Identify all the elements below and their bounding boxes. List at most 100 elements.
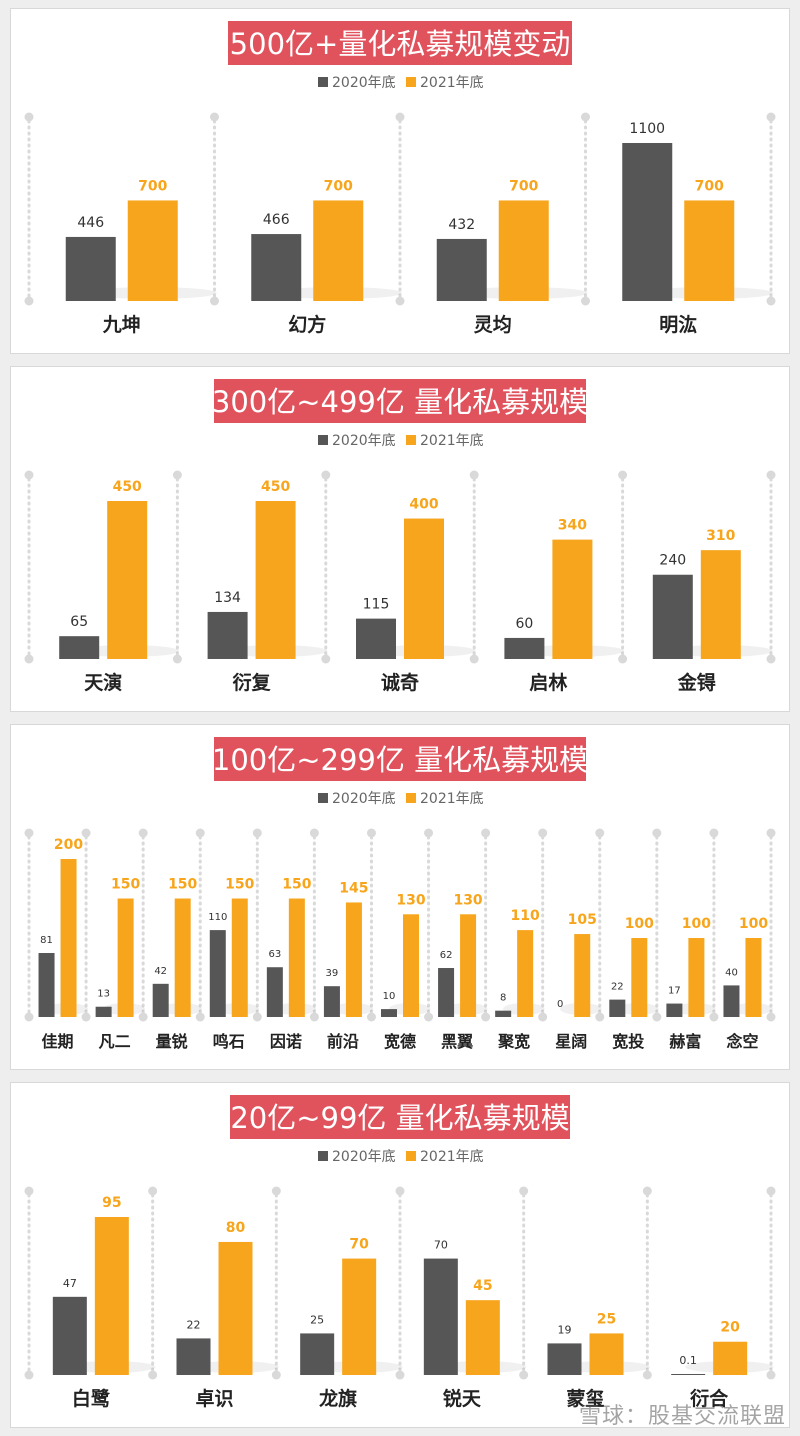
category-label: 幻方 xyxy=(288,313,326,336)
value-label-2021: 130 xyxy=(453,892,482,908)
divider-dot-bottom xyxy=(210,296,219,306)
category-label: 锐天 xyxy=(443,1387,482,1410)
value-label-2021: 400 xyxy=(409,497,438,513)
legend-label-2020: 2020年底 xyxy=(332,1149,396,1165)
value-label-2020: 25 xyxy=(310,1313,324,1326)
value-label-2020: 134 xyxy=(214,590,241,606)
legend-swatch-2021 xyxy=(406,1151,416,1161)
divider-dot-bottom xyxy=(172,654,182,664)
divider-dot-bottom xyxy=(519,1370,529,1380)
chart-title: 20亿~99亿 量化私募规模 xyxy=(230,1101,569,1135)
value-label-2020: 1100 xyxy=(629,121,665,137)
value-label-2021: 700 xyxy=(324,178,353,194)
bar-2020-宽投 xyxy=(609,999,626,1017)
divider-dot-bottom xyxy=(309,1012,319,1022)
bar-2021-衍合 xyxy=(713,1341,748,1375)
value-label-2021: 150 xyxy=(168,877,197,893)
category-label: 量锐 xyxy=(156,1032,188,1051)
divider-dot-top xyxy=(424,828,434,838)
divider-dot-top xyxy=(321,470,331,480)
bar-2020-卓识 xyxy=(176,1338,211,1375)
value-label-2021: 20 xyxy=(720,1320,740,1336)
divider-dot-top xyxy=(618,470,628,480)
bar-2020-衍合 xyxy=(671,1374,706,1375)
category-label: 明汯 xyxy=(659,314,697,336)
category-label: 龙旗 xyxy=(319,1387,357,1410)
value-label-2020: 70 xyxy=(434,1239,448,1252)
divider-dot-bottom xyxy=(424,1012,434,1022)
bar-2021-金锝 xyxy=(700,550,741,659)
divider-dot-top xyxy=(481,828,491,838)
value-label-2021: 450 xyxy=(113,479,142,495)
divider-dot-top xyxy=(138,828,148,838)
bar-2020-前沿 xyxy=(323,986,340,1017)
bar-2021-衍复 xyxy=(255,501,296,659)
chart-panel-2: 300亿~499亿 量化私募规模 2020年底 2021年底 65 450 天演 134 45… xyxy=(10,366,790,712)
divider-dot-top xyxy=(24,828,34,838)
legend-label-2020: 2020年底 xyxy=(332,433,396,449)
bar-2021-龙旗 xyxy=(342,1258,377,1375)
bar-2020-量锐 xyxy=(152,983,169,1017)
divider-dot-bottom xyxy=(766,654,776,664)
category-label: 启林 xyxy=(529,671,567,694)
legend-label-2021: 2021年底 xyxy=(420,75,484,91)
value-label-2021: 70 xyxy=(349,1237,369,1253)
divider-dot-top xyxy=(652,828,662,838)
category-label: 衍复 xyxy=(232,671,272,694)
value-label-2021: 700 xyxy=(509,178,538,194)
bar-2021-黑翼 xyxy=(460,914,477,1017)
divider-dot-top xyxy=(24,1186,34,1196)
bar-2021-九坤 xyxy=(127,200,178,301)
divider-dot-bottom xyxy=(138,1012,148,1022)
divider-dot-bottom xyxy=(395,296,405,306)
value-label-2021: 45 xyxy=(473,1278,492,1294)
category-label: 白鹭 xyxy=(72,1387,111,1410)
value-label-2021: 310 xyxy=(706,528,735,544)
divider-dot-top xyxy=(766,470,776,480)
value-label-2020: 40 xyxy=(725,967,738,978)
value-label-2020: 65 xyxy=(70,614,88,630)
legend-label-2021: 2021年底 xyxy=(420,433,484,449)
category-label: 因诺 xyxy=(270,1032,302,1051)
legend-swatch-2021 xyxy=(406,793,416,803)
chart-panel-1: 500亿+量化私募规模变动 2020年底 2021年底 446 700 九坤 466 700 幻… xyxy=(10,8,790,354)
divider-dot-bottom xyxy=(321,654,331,664)
divider-dot-bottom xyxy=(766,1370,776,1380)
category-label: 念空 xyxy=(725,1032,758,1051)
value-label-2020: 13 xyxy=(97,989,110,1000)
value-label-2021: 100 xyxy=(625,916,654,932)
divider-dot-bottom xyxy=(595,1012,605,1022)
divider-dot-bottom xyxy=(195,1012,205,1022)
value-label-2020: 62 xyxy=(440,950,453,961)
chart-title-banner xyxy=(214,379,586,423)
value-label-2021: 700 xyxy=(138,178,167,194)
chart-title-banner xyxy=(214,737,586,781)
legend-swatch-2020 xyxy=(318,793,328,803)
category-label: 卓识 xyxy=(195,1387,233,1410)
bar-2021-幻方 xyxy=(313,200,364,301)
value-label-2021: 25 xyxy=(597,1311,616,1327)
divider-dot-top xyxy=(395,112,405,122)
bar-2021-天演 xyxy=(107,501,148,659)
category-label: 九坤 xyxy=(102,313,141,336)
bar-2021-前沿 xyxy=(345,902,362,1017)
divider-dot-top xyxy=(538,828,548,838)
value-label-2021: 130 xyxy=(396,892,425,908)
divider-dot-bottom xyxy=(481,1012,491,1022)
bar-2021-诚奇 xyxy=(404,518,444,659)
divider-dot-bottom xyxy=(469,654,479,664)
bar-2021-聚宽 xyxy=(517,930,534,1017)
divider-dot-top xyxy=(81,828,91,838)
bar-2021-白鹭 xyxy=(94,1217,129,1375)
bar-2021-宽德 xyxy=(403,914,419,1017)
divider-dot-top xyxy=(766,1186,776,1196)
bar-2021-灵均 xyxy=(498,200,549,301)
divider-dot-top xyxy=(24,112,34,122)
bar-2020-赫富 xyxy=(666,1003,683,1017)
bar-2020-鸣石 xyxy=(209,930,226,1017)
category-label: 灵均 xyxy=(474,313,512,336)
value-label-2020: 10 xyxy=(383,991,396,1002)
chart-title: 500亿+量化私募规模变动 xyxy=(230,27,571,61)
divider-dot-bottom xyxy=(652,1012,662,1022)
divider-dot-top xyxy=(642,1186,652,1196)
